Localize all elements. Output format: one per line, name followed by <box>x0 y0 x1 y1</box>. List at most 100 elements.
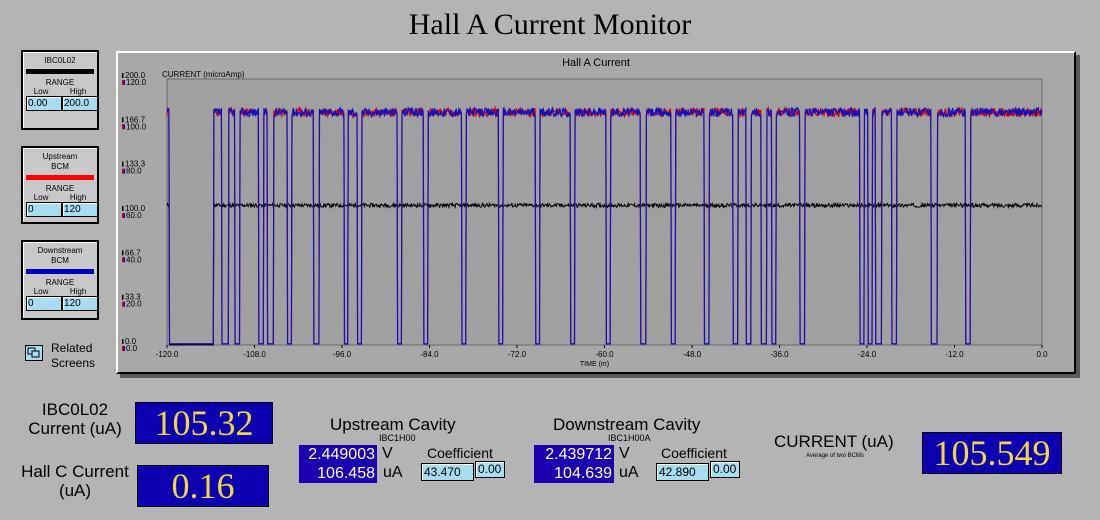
legend-high-label: High <box>69 287 87 296</box>
y-tick-marker-blue <box>123 168 125 174</box>
legend-high-label: High <box>69 87 87 96</box>
legend-range-label: RANGE <box>45 278 75 287</box>
average-sublabel: Average of two BCMs <box>806 453 864 459</box>
downstream-ua-unit: uA <box>619 464 639 481</box>
x-tick-label: -96.0 <box>333 350 352 359</box>
related-screens-button[interactable] <box>25 345 43 361</box>
y-tick-marker-red <box>122 124 124 130</box>
legend-name: Downstream BCM <box>37 246 83 265</box>
upstream-ua-unit: uA <box>383 464 403 481</box>
range-high-input[interactable] <box>62 296 98 311</box>
hallc-current-label: Hall C Current (uA) <box>21 462 129 500</box>
range-low-input[interactable] <box>26 296 62 311</box>
range-high-input[interactable] <box>62 96 98 111</box>
upstream-coef-label: Coefficient <box>427 445 493 461</box>
plot-area <box>166 78 1043 346</box>
y-tick-marker-black <box>122 294 124 300</box>
legend-upstream-bcm: Upstream BCM RANGE Low High <box>21 146 99 224</box>
legend-color-swatch <box>26 175 94 180</box>
windows-icon <box>27 347 40 358</box>
legend-low-label: Low <box>33 87 49 96</box>
downstream-offset-input[interactable]: 0.00 <box>710 461 740 478</box>
range-low-input[interactable] <box>26 96 62 111</box>
x-tick-label: -84.0 <box>420 350 439 359</box>
y-tick-marker-red <box>122 346 124 351</box>
y-tick-marker-black <box>122 339 124 344</box>
x-tick-label: -12.0 <box>945 350 964 359</box>
series-line-downstream <box>166 105 1043 345</box>
legend-name: Upstream BCM <box>42 152 78 171</box>
y-tick-label-color: 20.0 <box>126 300 142 309</box>
upstream-volts-unit: V <box>382 445 393 462</box>
y-tick-marker-red <box>122 213 124 218</box>
current-chart: Hall A Current CURRENT (microAmp) -120.0 -1… <box>122 57 1048 368</box>
average-label: CURRENT (uA) <box>774 432 894 451</box>
legend-range-label: RANGE <box>45 184 75 193</box>
y-tick-label-color: 40.0 <box>126 255 142 264</box>
x-tick-label: -36.0 <box>770 350 789 359</box>
y-tick-label-black: 133.3 <box>125 160 146 169</box>
x-tick-label: -48.0 <box>683 350 702 359</box>
upstream-volts: 2.449003 <box>308 446 375 463</box>
range-high-input[interactable] <box>62 202 98 217</box>
legend-low-label: Low <box>33 287 49 296</box>
legend-downstream-bcm: Downstream BCM RANGE Low High <box>21 240 99 320</box>
y-tick-label-black: 33.3 <box>125 293 141 302</box>
downstream-ua: 104.639 <box>554 465 612 482</box>
downstream-values: 2.439712 104.639 <box>534 445 614 483</box>
y-tick-marker-black <box>122 206 124 211</box>
y-tick-label-color: 0.0 <box>126 344 138 353</box>
legend-color-swatch <box>26 69 94 74</box>
x-tick-label: 0.0 <box>1036 350 1048 359</box>
upstream-device: IBC1H00 <box>379 433 416 443</box>
y-tick-marker-red <box>122 257 124 263</box>
y-tick-label-color: 120.0 <box>126 78 147 87</box>
hallc-current-readout: 0.16 <box>137 465 269 507</box>
y-tick-marker-blue <box>123 213 125 218</box>
y-tick-label-black: 166.7 <box>125 115 146 124</box>
upstream-ua: 106.458 <box>317 465 375 482</box>
downstream-device: IBC1H00A <box>608 433 651 443</box>
downstream-coef-input[interactable]: 42.890 <box>656 463 709 481</box>
y-tick-marker-red <box>122 168 124 174</box>
x-tick-label: -120.0 <box>156 350 179 359</box>
downstream-title: Downstream Cavity <box>553 415 701 434</box>
y-tick-marker-red <box>122 301 124 307</box>
downstream-volts: 2.439712 <box>545 446 612 463</box>
legend-ibc0l02: IBC0L02 RANGE Low High <box>21 50 99 130</box>
upstream-coef-input[interactable]: 43.470 <box>421 463 474 481</box>
y-axis-label: CURRENT (microAmp) <box>162 70 245 79</box>
y-tick-label-black: 200.0 <box>125 71 146 80</box>
y-tick-marker-blue <box>123 124 125 130</box>
y-tick-label-black: 66.7 <box>125 248 141 257</box>
legend-low-label: Low <box>33 193 49 202</box>
y-tick-label-black: 0.0 <box>125 337 137 346</box>
upstream-offset-input[interactable]: 0.00 <box>475 461 505 478</box>
y-tick-marker-blue <box>123 257 125 263</box>
chart-title: Hall A Current <box>562 57 630 69</box>
y-tick-marker-black <box>122 161 124 167</box>
x-axis-label: TIME (m) <box>580 361 609 368</box>
downstream-volts-unit: V <box>619 445 630 462</box>
average-readout: 105.549 <box>922 432 1062 474</box>
ibc-current-readout: 105.32 <box>135 402 273 444</box>
y-tick-label-color: 80.0 <box>126 167 142 176</box>
legend-range-label: RANGE <box>45 78 75 87</box>
y-tick-marker-blue <box>123 346 125 351</box>
y-tick-marker-black <box>122 117 124 123</box>
range-low-input[interactable] <box>26 202 62 217</box>
legend-name: IBC0L02 <box>44 56 76 65</box>
y-tick-label-black: 100.0 <box>125 204 146 213</box>
ibc-current-label: IBC0L02 Current (uA) <box>28 400 122 438</box>
legend-color-swatch <box>26 269 94 274</box>
x-tick-label: -24.0 <box>858 350 877 359</box>
y-tick-marker-blue <box>123 80 125 85</box>
x-tick-label: -72.0 <box>508 350 527 359</box>
y-tick-label-color: 60.0 <box>126 211 142 220</box>
y-tick-marker-red <box>122 80 124 85</box>
y-tick-label-color: 100.0 <box>126 122 147 131</box>
page-title: Hall A Current Monitor <box>408 8 692 41</box>
upstream-title: Upstream Cavity <box>330 415 456 434</box>
x-tick-label: -108.0 <box>243 350 266 359</box>
chart-panel: Hall A Current CURRENT (microAmp) -120.0 -1… <box>116 51 1076 374</box>
